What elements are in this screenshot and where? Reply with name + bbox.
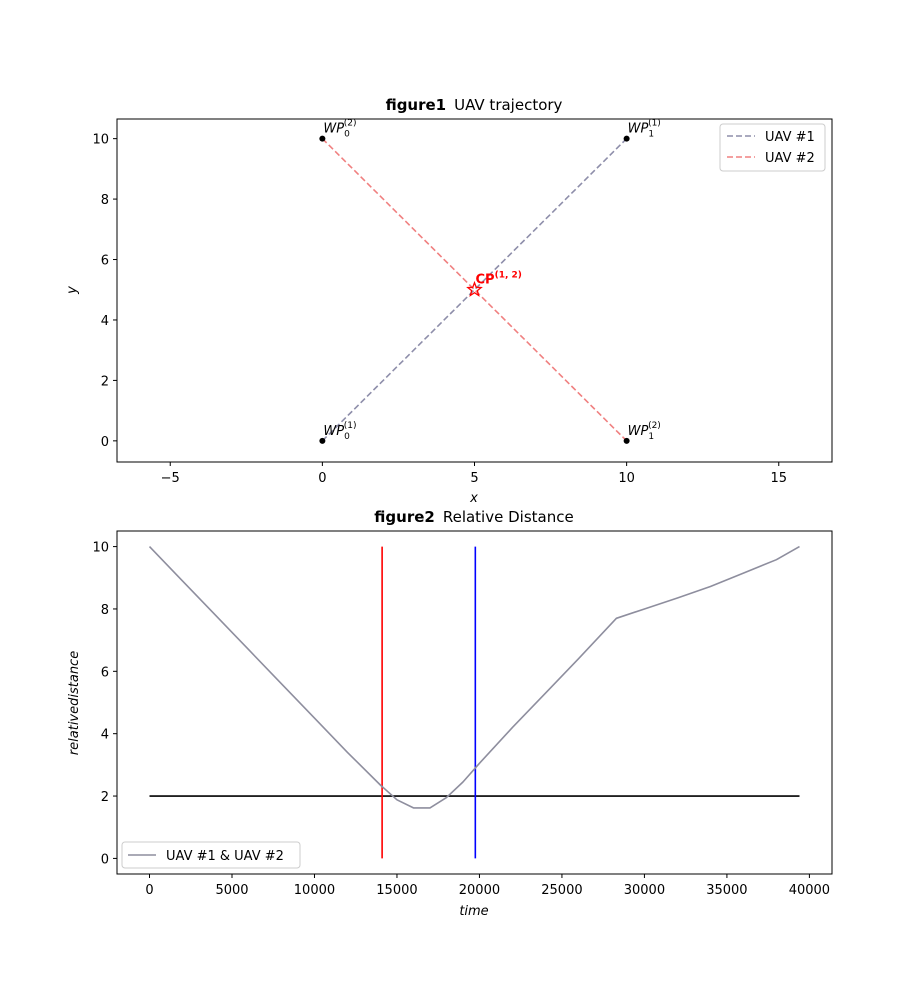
- plot2-xtick-label: 40000: [789, 883, 830, 898]
- plot-relative-distance: figure2 Relative Distance 0 5000 10000 15000…: [67, 508, 833, 919]
- plot1-ytick-label: 6: [101, 254, 109, 269]
- plot1-y-ticks: 0 2 4 6 8 10: [92, 133, 117, 450]
- plot1-xtick-label: 5: [470, 471, 478, 486]
- plot2-xtick-label: 25000: [541, 883, 582, 898]
- plot2-xtick-label: 30000: [624, 883, 665, 898]
- plot2-ytick-label: 10: [92, 541, 109, 556]
- legend-uav1-label: UAV #1: [765, 130, 815, 145]
- plot1-ytick-label: 8: [101, 193, 109, 208]
- plot1-title-text: UAV trajectory: [454, 96, 562, 114]
- plot1-ytick-label: 4: [101, 314, 109, 329]
- plot1-xtick-label: 0: [318, 471, 326, 486]
- plot2-xtick-label: 10000: [294, 883, 335, 898]
- plot1-xtick-label: 10: [618, 471, 635, 486]
- waypoint-marker: [623, 135, 630, 142]
- plot1-title-bold: figure1: [386, 96, 447, 114]
- plot1-frame: [116, 118, 833, 463]
- plot2-title-bold: figure2: [374, 508, 435, 526]
- plot2-series: [148, 545, 800, 859]
- plot2-ylabel: relativedistance: [67, 651, 82, 755]
- plot1-ylabel: y: [65, 286, 80, 295]
- plot2-ytick-label: 8: [101, 603, 109, 618]
- plot2-ytick-label: 0: [101, 852, 109, 867]
- plot2-title-text: Relative Distance: [443, 508, 574, 526]
- plot1-ytick-label: 0: [101, 435, 109, 450]
- waypoint-label: WP1(1): [628, 119, 661, 140]
- plot2-ytick-label: 2: [101, 790, 109, 805]
- waypoint-label: WP0(1): [323, 421, 356, 442]
- plot2-xtick-label: 15000: [376, 883, 417, 898]
- series-relative-distance-line: [148, 545, 800, 809]
- plot1-title: figure1 UAV trajectory: [386, 96, 563, 114]
- plot1-series: [321, 138, 628, 442]
- plot1-xlabel: x: [469, 491, 478, 506]
- plot2-legend-box: [121, 841, 301, 869]
- plot-uav-trajectory: figure1 UAV trajectory −5 0 5 10 15 0 2 4 6 8 10 W…: [65, 96, 833, 506]
- plot2-xtick-label: 5000: [215, 883, 248, 898]
- plot2-x-ticks: 0 5000 10000 15000 20000 25000 30000 35000 40000: [145, 874, 830, 898]
- legend-uav2-label: UAV #2: [765, 151, 815, 166]
- legend-distance-label: UAV #1 & UAV #2: [166, 849, 284, 864]
- waypoint-label: WP1(2): [628, 421, 661, 442]
- plot1-legend: UAV #1 UAV #2: [719, 123, 826, 172]
- waypoint-label: WP0(2): [323, 119, 356, 140]
- plot1-ytick-label: 10: [92, 133, 109, 148]
- plot1-x-ticks: −5 0 5 10 15: [161, 462, 787, 486]
- conflict-point-star-icon: [466, 280, 483, 297]
- plot2-xtick-label: 0: [145, 883, 153, 898]
- waypoint-marker: [623, 437, 630, 444]
- plot1-ytick-label: 2: [101, 374, 109, 389]
- conflict-point-label: CP(1, 2): [476, 271, 522, 288]
- plot2-y-ticks: 0 2 4 6 8 10: [92, 541, 117, 867]
- waypoint-marker: [319, 135, 326, 142]
- plot2-xlabel: time: [459, 904, 488, 919]
- plot2-legend: UAV #1 & UAV #2: [121, 841, 301, 869]
- plot2-xtick-label: 20000: [459, 883, 500, 898]
- plot2-title: figure2 Relative Distance: [374, 508, 573, 526]
- plot2-ytick-label: 6: [101, 665, 109, 680]
- plot2-ytick-label: 4: [101, 728, 109, 743]
- plot1-waypoints: WP0(2) WP1(1) WP0(1) WP1(2): [319, 119, 661, 444]
- plot1-conflict-point: CP(1, 2): [466, 271, 522, 297]
- plot1-xtick-label: −5: [161, 471, 180, 486]
- plot1-xtick-label: 15: [770, 471, 787, 486]
- plot2-frame: [116, 530, 833, 875]
- plot2-xtick-label: 35000: [706, 883, 747, 898]
- waypoint-marker: [319, 437, 326, 444]
